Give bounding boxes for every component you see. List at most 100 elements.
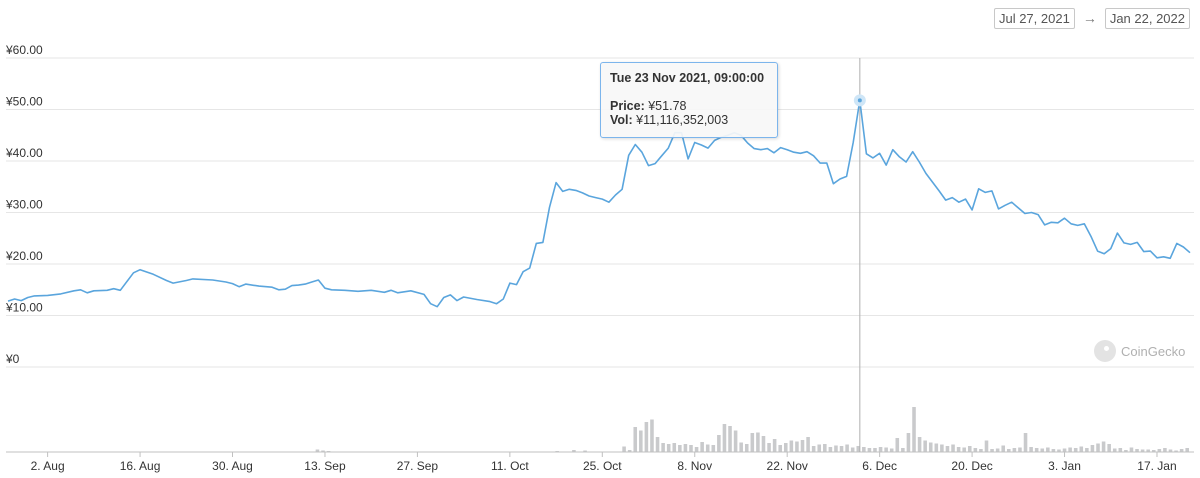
volume-bar [901,448,905,452]
x-tick-label: 8. Nov [677,459,712,473]
volume-bar [962,447,966,452]
volume-bar [1174,450,1178,452]
y-tick-label: ¥50.00 [5,95,43,109]
hover-point [853,94,866,107]
volume-bar [828,447,833,452]
y-axis-labels: ¥0 ¥10.00 ¥20.00 ¥30.00 ¥40.00 ¥50.00 ¥60.00 [5,43,43,366]
volume-bar [995,448,1000,452]
volume-bar [800,440,805,452]
y-tick-label: ¥10.00 [5,301,43,315]
x-axis-labels: 2. Aug 16. Aug 30. Aug 13. Sep 27. Sep 11. Oc… [31,452,1177,473]
date-to-input[interactable]: Jan 22, 2022 [1104,7,1190,29]
volume-bar [1118,448,1123,452]
volume-bar [627,450,632,452]
volume-bar [990,449,994,452]
x-tick-label: 25. Oct [583,459,622,473]
x-tick-label: 6. Dec [862,459,897,473]
volume-bar [1112,448,1117,452]
volume-bar [666,444,671,452]
volume-bar [772,439,777,452]
volume-bar [912,407,916,452]
volume-bar [1023,433,1028,452]
x-tick-label: 3. Jan [1048,459,1081,473]
tooltip-vol-label: Vol: [610,113,633,127]
volume-bar [1040,448,1045,452]
volume-bar [973,448,978,452]
volume-bar [639,430,643,452]
x-tick-label: 30. Aug [212,459,253,473]
y-tick-label: ¥20.00 [5,249,43,263]
volume-bar [1085,448,1089,452]
volume-bar [1140,449,1145,452]
volume-bar [1029,447,1033,452]
volume-bar [817,444,822,452]
coingecko-logo-icon [1094,340,1116,362]
volume-bar [1001,445,1006,452]
volume-bar [1079,446,1084,452]
volume-bar [761,436,766,452]
volume-bar [984,440,989,452]
volume-bar [1163,448,1167,452]
volume-bar [856,446,861,452]
volume-bar [572,450,576,452]
volume-bar [1057,449,1061,452]
volume-bar [1179,449,1184,452]
date-from-input[interactable]: Jul 27, 2021 [993,7,1075,29]
volume-bar [778,445,782,452]
x-tick-label: 22. Nov [767,459,808,473]
volume-bar [633,427,638,452]
volume-bar [1062,448,1067,452]
volume-bar [1051,449,1056,452]
date-range-selector: Jul 27, 2021 → Jan 22, 2022 [993,6,1190,30]
watermark-text: CoinGecko [1121,343,1186,359]
volume-bar [895,438,900,452]
volume-bar [951,444,955,452]
volume-bar [1090,445,1095,452]
volume-bar [1129,447,1134,452]
volume-bar [661,443,665,452]
volume-bar [650,419,654,452]
tooltip: Tue 23 Nov 2021, 09:00:00 Price: ¥51.78 … [600,62,778,138]
y-tick-label: ¥0 [5,352,20,366]
volume-bar [1124,450,1128,452]
volume-bar [967,446,972,452]
tooltip-price-row: Price: ¥51.78 [610,99,768,113]
volume-bar [1151,450,1156,452]
volume-bar [823,444,827,452]
volume-bar [644,422,649,452]
volume-bar [923,440,927,452]
x-tick-label: 13. Sep [304,459,346,473]
volume-bar [862,447,866,452]
volume-bars [315,407,1189,452]
arrow-right-icon: → [1082,10,1097,26]
volume-bar [1185,448,1189,452]
volume-bar [956,447,961,452]
volume-bar [1073,448,1078,452]
volume-bar [683,444,688,452]
volume-bar [583,450,587,452]
volume-bar [884,447,888,452]
coingecko-watermark: CoinGecko [1094,340,1185,362]
volume-bar [867,448,872,452]
volume-bar [834,445,838,452]
volume-bar [934,443,939,452]
volume-bar [1135,449,1139,452]
volume-bar [705,444,710,452]
tooltip-price-label: Price: [610,99,645,113]
volume-bar [1146,449,1150,452]
y-tick-label: ¥40.00 [5,146,43,160]
volume-bar [795,441,799,452]
tooltip-vol-value: ¥11,116,352,003 [636,113,729,127]
volume-bar [694,447,699,452]
volume-bar [711,445,716,452]
volume-bar [700,442,704,452]
volume-bar [733,430,738,452]
tooltip-price-value: ¥51.78 [648,99,687,113]
volume-bar [845,444,849,452]
volume-bar [678,445,682,452]
volume-bar [1018,447,1022,452]
volume-bar [728,426,732,452]
volume-bar [873,448,877,452]
volume-bar [655,437,660,452]
